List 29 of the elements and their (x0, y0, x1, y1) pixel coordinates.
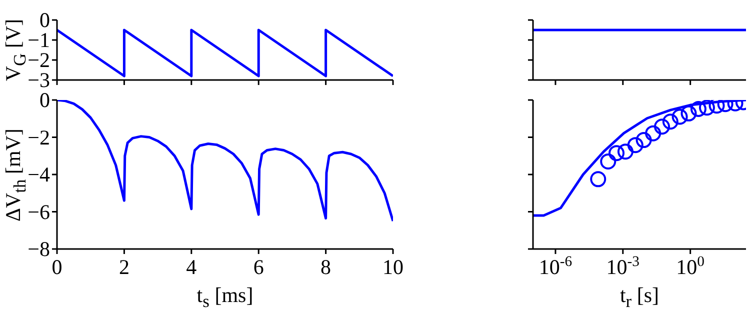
y-tick-label: −2 (28, 125, 50, 150)
x-axis-title: t$_{s}$ [ms] (196, 283, 254, 312)
point (662, 114, 678, 130)
point (627, 137, 644, 154)
point (645, 125, 662, 142)
y-tick-label: −6 (28, 200, 50, 224)
x-tick-label: 10$^{-6}$ (538, 254, 572, 279)
point (708, 100, 725, 114)
point (654, 118, 670, 135)
point (600, 153, 616, 170)
point (698, 100, 715, 116)
point (608, 145, 625, 162)
x-tick-label: 8 (320, 255, 332, 279)
point (617, 144, 634, 160)
y-tick-label: −8 (28, 237, 50, 261)
x-tick-label: 10 (382, 255, 404, 279)
y-tick-label: −4 (28, 162, 50, 186)
point (690, 100, 706, 117)
point (590, 171, 606, 188)
line-series (57, 100, 393, 222)
x-tick-label: 10$^{0}$ (676, 254, 704, 279)
x-axis-title: t$_{r}$ [s] (618, 283, 660, 312)
point (680, 105, 697, 122)
x-tick-label: 10$^{-3}$ (606, 254, 640, 279)
point (636, 132, 652, 148)
x-tick-label: 6 (253, 255, 264, 279)
point (672, 108, 688, 125)
x-tick-label: 2 (118, 255, 130, 279)
x-tick-label: 4 (186, 255, 198, 279)
